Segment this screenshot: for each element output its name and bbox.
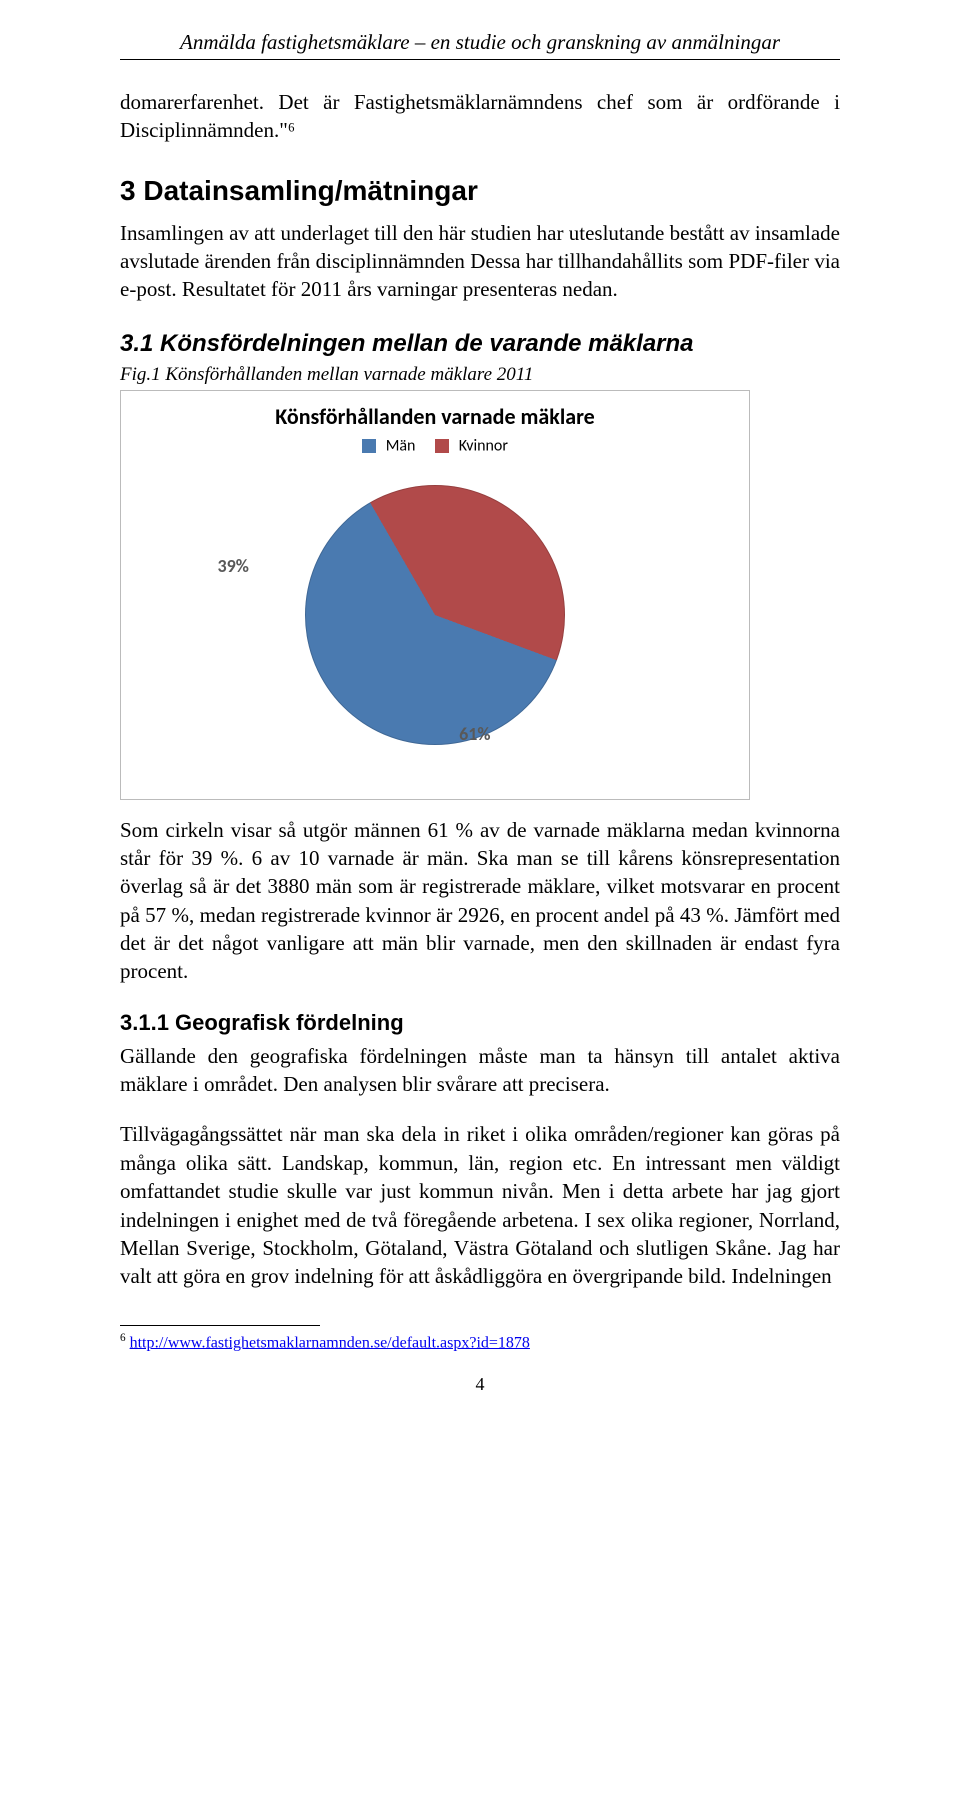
- page-number: 4: [120, 1374, 840, 1395]
- section-3-1-1-p2: Tillvägagångssättet när man ska dela in …: [120, 1120, 840, 1290]
- figure-caption: Fig.1 Könsförhållanden mellan varnade mä…: [120, 364, 840, 386]
- pie-chart: [305, 485, 565, 745]
- section-3-1-heading: 3.1 Könsfördelningen mellan de varande m…: [120, 330, 840, 358]
- chart-legend: Män Kvinnor: [133, 436, 737, 456]
- section-3-body: Insamlingen av att underlaget till den h…: [120, 219, 840, 304]
- section-3-1-analysis: Som cirkeln visar så utgör männen 61 % a…: [120, 816, 840, 986]
- running-header: Anmälda fastighetsmäklare – en studie oc…: [120, 30, 840, 55]
- footnote-rule: [120, 1325, 320, 1326]
- slice-label-men: 61%: [459, 723, 490, 745]
- slice-label-women: 39%: [218, 555, 249, 577]
- intro-paragraph: domarerfarenhet. Det är Fastighetsmäklar…: [120, 88, 840, 145]
- header-rule: [120, 59, 840, 60]
- pie-chart-container: Könsförhållanden varnade mäklare Män Kvi…: [120, 390, 750, 800]
- footnote-link[interactable]: http://www.fastighetsmaklarnamnden.se/de…: [130, 1334, 530, 1351]
- pie-wrap: 39% 61%: [133, 465, 737, 765]
- legend-swatch-women: [435, 439, 449, 453]
- section-3-1-1-heading: 3.1.1 Geografisk fördelning: [120, 1010, 840, 1036]
- legend-label-men: Män: [386, 436, 416, 455]
- chart-title: Könsförhållanden varnade mäklare: [133, 403, 737, 430]
- page: Anmälda fastighetsmäklare – en studie oc…: [0, 0, 960, 1811]
- section-3-heading: 3 Datainsamling/mätningar: [120, 175, 840, 207]
- legend-label-women: Kvinnor: [459, 436, 508, 455]
- legend-swatch-men: [362, 439, 376, 453]
- section-3-1-1-p1: Gällande den geografiska fördelningen må…: [120, 1042, 840, 1099]
- footnote-marker: 6: [120, 1332, 126, 1344]
- footnote: 6 http://www.fastighetsmaklarnamnden.se/…: [120, 1332, 840, 1352]
